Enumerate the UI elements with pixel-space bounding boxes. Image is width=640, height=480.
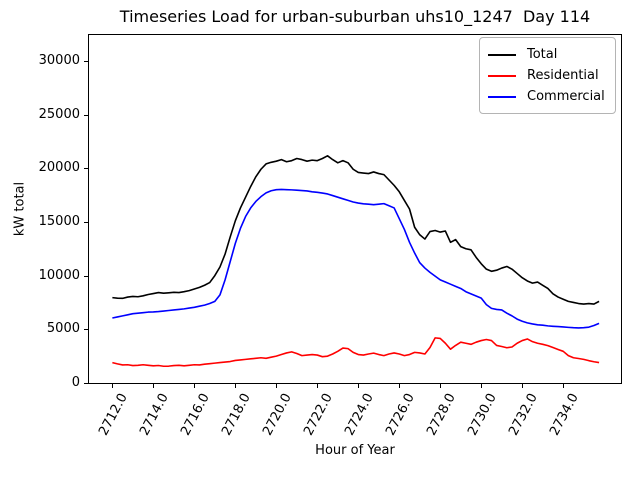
x-tick-label: 2716.0 bbox=[177, 391, 213, 439]
y-tick-label: 10000 bbox=[38, 267, 80, 283]
x-tick-mark bbox=[153, 384, 155, 388]
x-tick-label: 2734.0 bbox=[546, 391, 582, 439]
y-tick-label: 15000 bbox=[38, 213, 80, 229]
x-tick-mark bbox=[235, 384, 237, 388]
x-tick-mark bbox=[399, 384, 401, 388]
x-tick-mark bbox=[194, 384, 196, 388]
chart-title: Timeseries Load for urban-suburban uhs10… bbox=[119, 7, 591, 26]
line-series-canvas bbox=[112, 155, 600, 368]
y-tick-mark bbox=[84, 221, 88, 223]
legend-item-commercial: Commercial bbox=[488, 86, 607, 107]
x-tick-label: 2724.0 bbox=[341, 391, 377, 439]
x-tick-label: 2718.0 bbox=[218, 391, 254, 439]
legend-item-residential: Residential bbox=[488, 65, 607, 86]
x-tick-label: 2726.0 bbox=[382, 391, 418, 439]
x-tick-label: 2714.0 bbox=[136, 391, 172, 439]
legend-line-swatch bbox=[488, 53, 516, 56]
y-tick-mark bbox=[84, 168, 88, 170]
y-tick-mark bbox=[84, 114, 88, 116]
legend-line-swatch bbox=[488, 74, 516, 77]
x-tick-mark bbox=[563, 384, 565, 388]
x-tick-label: 2720.0 bbox=[259, 391, 295, 439]
y-tick-label: 20000 bbox=[38, 160, 80, 176]
x-tick-mark bbox=[522, 384, 524, 388]
y-tick-label: 25000 bbox=[38, 106, 80, 122]
x-tick-mark bbox=[358, 384, 360, 388]
x-tick-label: 2712.0 bbox=[96, 391, 131, 439]
y-tick-mark bbox=[84, 383, 88, 384]
legend-label: Residential bbox=[527, 68, 599, 83]
y-tick-label: 30000 bbox=[38, 52, 80, 68]
y-axis-label: kW total bbox=[12, 181, 28, 237]
x-tick-label: 2728.0 bbox=[423, 391, 459, 439]
legend-item-total: Total bbox=[488, 44, 607, 65]
y-tick-mark bbox=[84, 275, 88, 277]
x-tick-mark bbox=[276, 384, 278, 388]
y-tick-label: 5000 bbox=[46, 321, 80, 337]
x-tick-mark bbox=[112, 384, 114, 388]
x-tick-mark bbox=[440, 384, 442, 388]
series-line-residential bbox=[112, 337, 600, 368]
x-tick-mark bbox=[317, 384, 319, 388]
y-tick-mark bbox=[84, 329, 88, 331]
legend-label: Total bbox=[527, 47, 558, 62]
y-tick-mark bbox=[84, 60, 88, 62]
x-tick-label: 2730.0 bbox=[464, 391, 500, 439]
legend: Total Residential Commercial bbox=[479, 37, 616, 114]
series-line-commercial bbox=[112, 188, 600, 329]
legend-line-swatch bbox=[488, 95, 516, 98]
x-tick-label: 2732.0 bbox=[505, 391, 541, 439]
x-tick-label: 2722.0 bbox=[300, 391, 336, 439]
series-line-total bbox=[112, 155, 600, 305]
x-tick-mark bbox=[481, 384, 483, 388]
x-axis-label: Hour of Year bbox=[315, 443, 395, 458]
legend-label: Commercial bbox=[527, 89, 605, 104]
y-tick-label: 0 bbox=[71, 375, 80, 390]
